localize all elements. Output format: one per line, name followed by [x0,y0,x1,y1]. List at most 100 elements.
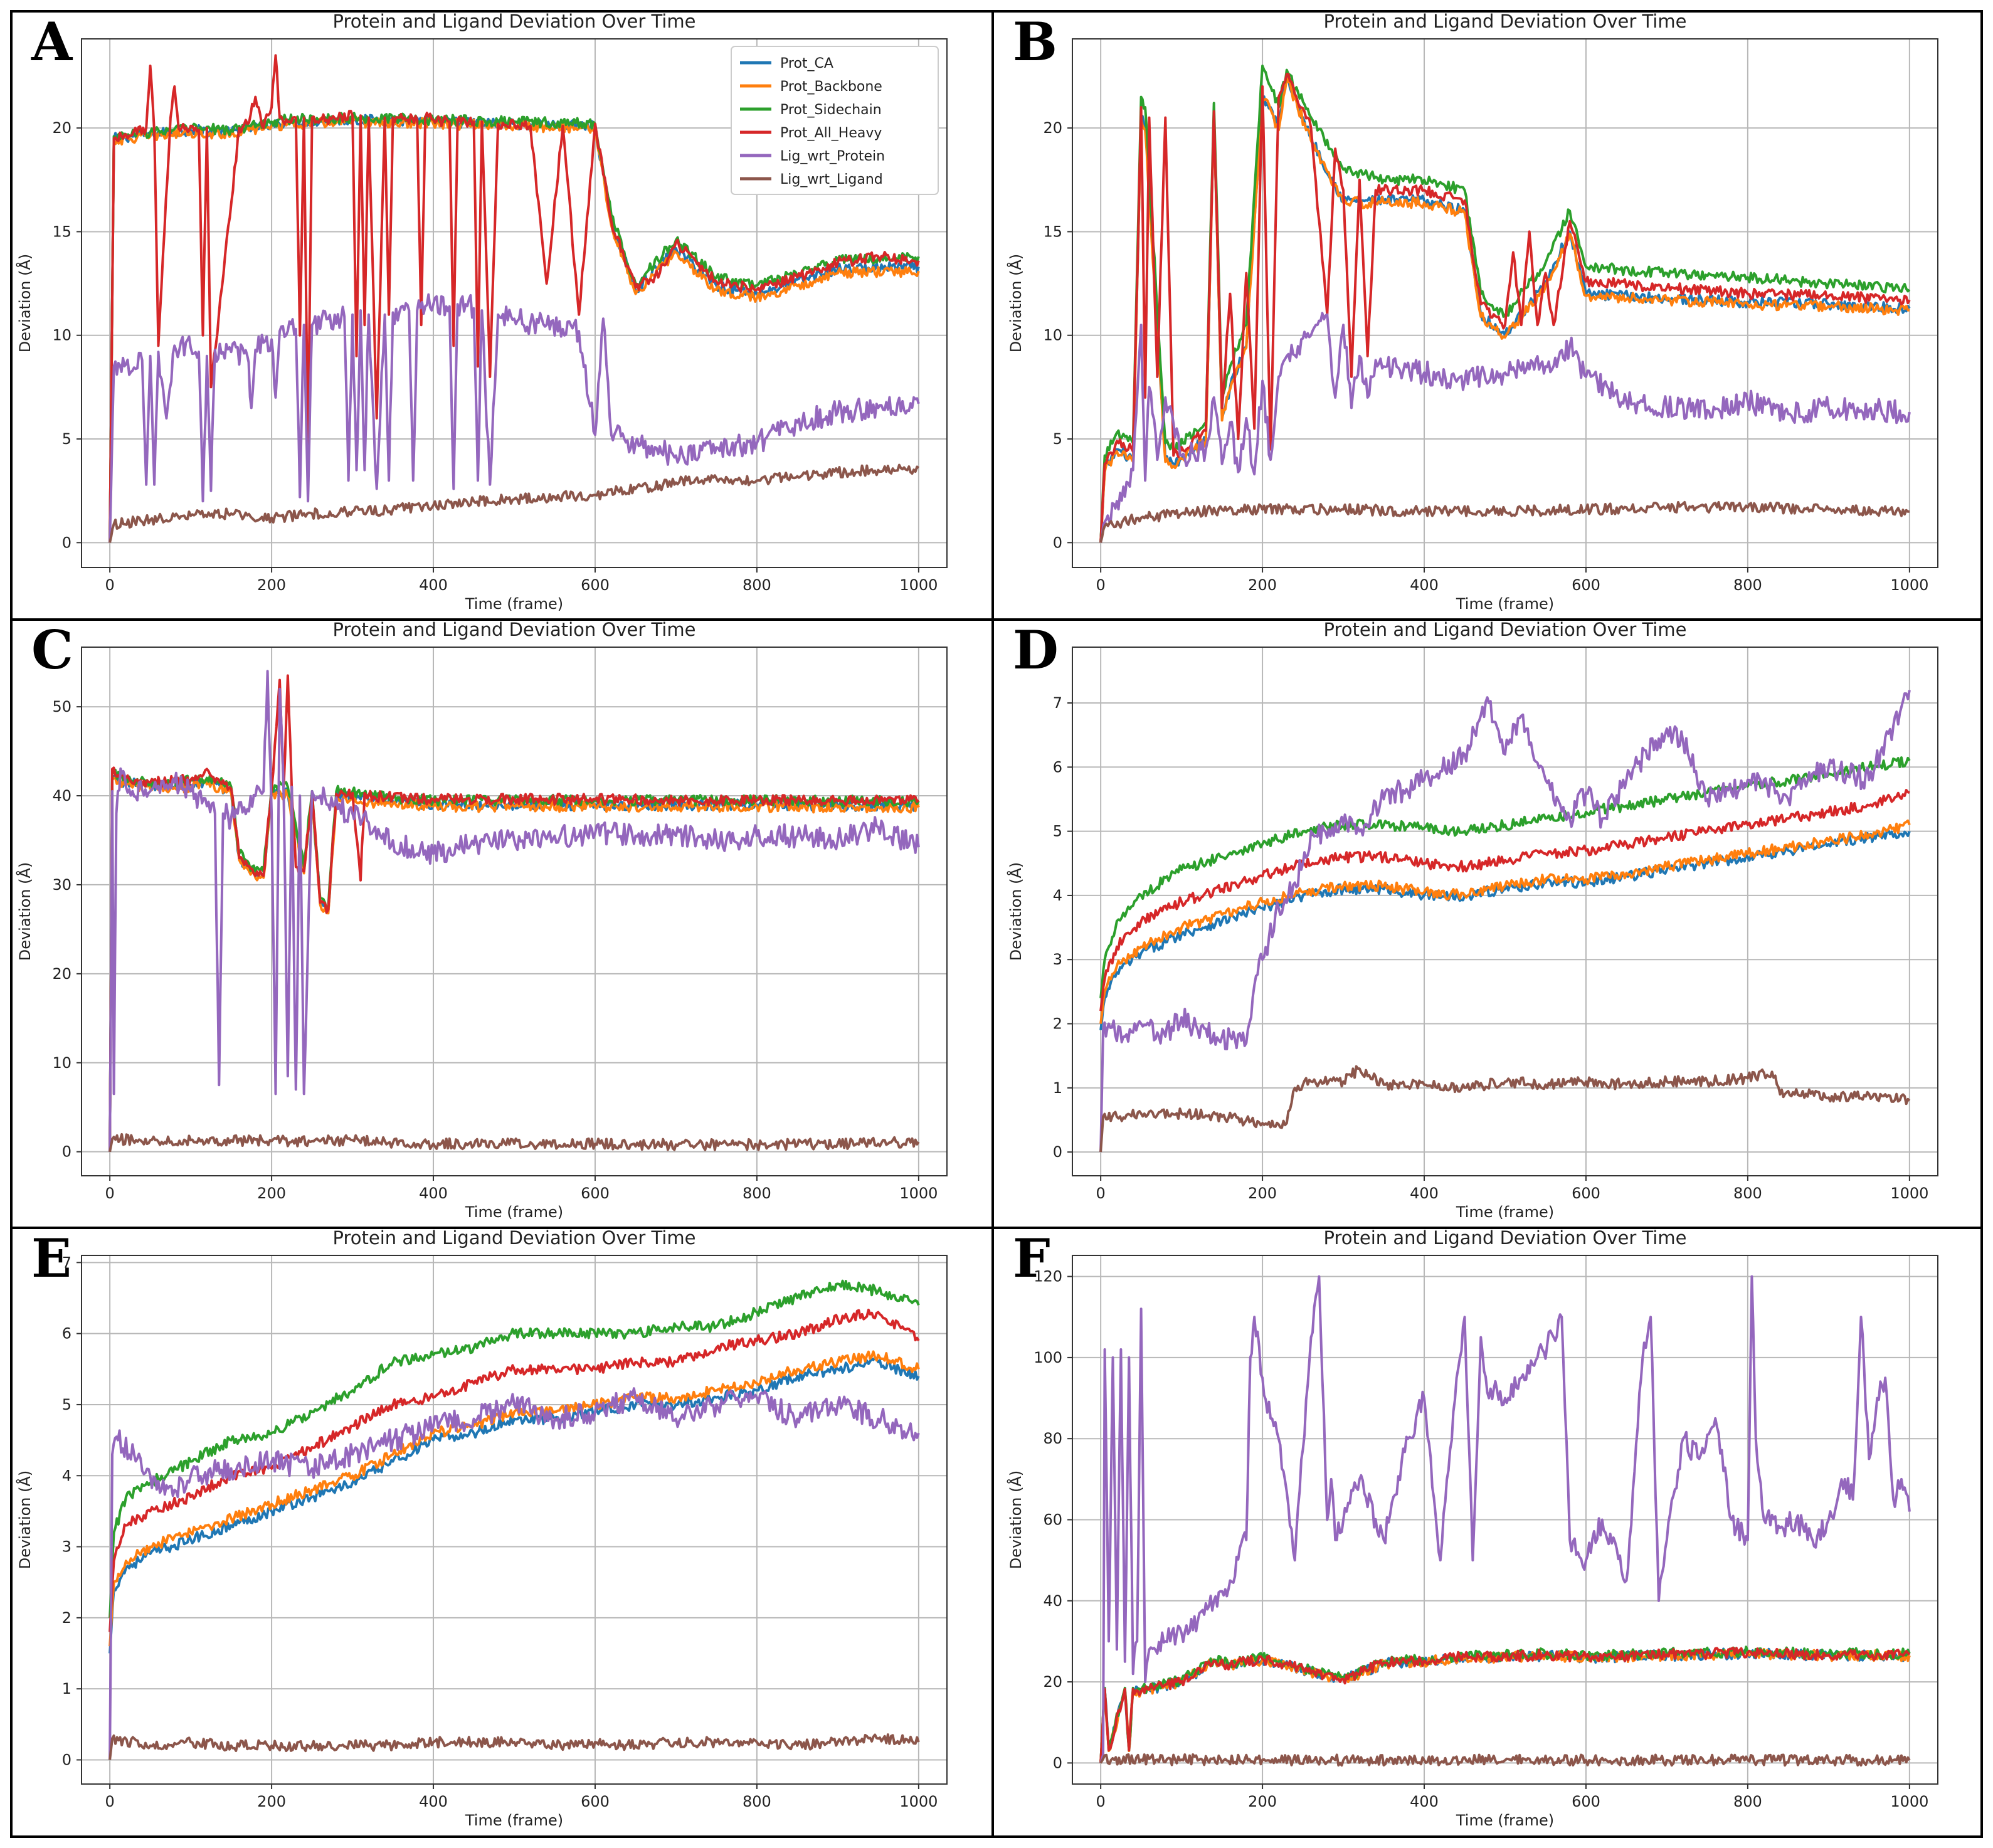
panel-a-series-group [108,54,920,543]
panel-d-ytick-label-7: 7 [1053,694,1062,712]
panel-a-series-lig-wrt-protein [108,293,920,543]
panel-d-ytick-label-3: 3 [1053,951,1062,968]
panel-e-title: Protein and Ligand Deviation Over Time [333,1227,696,1249]
panel-a-title: Protein and Ligand Deviation Over Time [333,11,696,32]
panel-c-xlabel: Time (frame) [465,1203,563,1221]
panel-c-ytick-label-20: 20 [52,965,71,983]
panel-a-legend-label-prot-ca: Prot_CA [780,56,833,71]
panel-f-xtick-label-0: 0 [1096,1793,1105,1810]
panel-d-xtick-label-200: 200 [1248,1185,1277,1202]
panel-e-ytick-label-0: 0 [62,1751,71,1768]
panel-b-ytick-label-15: 15 [1043,223,1062,240]
panel-f-ytick-label-20: 20 [1043,1673,1062,1691]
panel-f-ylabel: Deviation (Å) [1007,1470,1025,1570]
panel-c-xtick-label-400: 400 [419,1185,448,1202]
panel-a-xtick-label-800: 800 [743,576,771,594]
panel-a-xtick-label-200: 200 [257,576,286,594]
panel-e-ytick-label-6: 6 [62,1325,71,1343]
panel-a-legend-box [731,46,939,195]
panel-e-ylabel: Deviation (Å) [16,1470,34,1570]
panel-d-xtick-label-800: 800 [1733,1185,1762,1202]
panel-e-xtick-label-800: 800 [743,1793,771,1810]
panel-b-ylabel: Deviation (Å) [1007,254,1025,353]
panel-c-xtick-label-0: 0 [105,1185,114,1202]
panel-e-series-lig-wrt-protein [108,1387,920,1760]
panel-b-xtick-label-1000: 1000 [1890,576,1928,594]
panel-c-xtick-label-600: 600 [581,1185,610,1202]
panel-a-xtick-label-600: 600 [581,576,610,594]
panel-c-title: Protein and Ligand Deviation Over Time [333,619,696,640]
panel-b-series-lig-wrt-ligand [1099,500,1910,543]
panel-a: A Protein and Ligand Deviation Over Time 0… [10,10,994,621]
panel-a-series-lig-wrt-ligand [108,463,920,543]
panel-b-series-prot-all-heavy [1099,73,1911,543]
panel-e-series-prot-backbone [108,1350,920,1647]
panel-f-xtick-label-800: 800 [1733,1793,1762,1810]
panel-c: C Protein and Ligand Deviation Over Time 0… [10,618,994,1229]
panel-a-xtick-label-400: 400 [419,576,448,594]
panel-d-ytick-label-0: 0 [1053,1143,1062,1161]
panel-c-ytick-label-30: 30 [52,876,71,894]
panel-e-ytick-label-5: 5 [62,1396,71,1413]
panel-b-title: Protein and Ligand Deviation Over Time [1324,11,1687,32]
panel-c-ytick-label-0: 0 [62,1143,71,1161]
panel-d-title: Protein and Ligand Deviation Over Time [1324,619,1687,640]
panel-d-series-group [1099,690,1911,1153]
panel-c-plot-frame [81,647,948,1176]
panel-a-ytick-label-20: 20 [52,119,71,137]
panel-e-xtick-label-1000: 1000 [899,1793,938,1810]
panel-d-letter: D [1013,619,1059,681]
panel-c-series-group [108,670,920,1153]
panels: A Protein and Ligand Deviation Over Time 0… [10,10,1983,1838]
panel-a-legend-label-prot-all-heavy: Prot_All_Heavy [780,125,882,141]
panel-f-xtick-label-400: 400 [1410,1793,1439,1810]
panel-f-xlabel: Time (frame) [1456,1812,1554,1829]
panel-a-ytick-label-10: 10 [52,327,71,344]
panel-b-series-lig-wrt-protein [1099,312,1911,543]
panel-c-letter: C [31,619,73,681]
panel-d-series-prot-backbone [1099,819,1911,1024]
panel-e-ytick-label-4: 4 [62,1467,71,1484]
panel-a-ytick-label-5: 5 [62,430,71,448]
panel-b-ytick-label-5: 5 [1053,430,1062,448]
panel-e-plot-frame [81,1255,948,1785]
panel-e-xtick-label-0: 0 [105,1793,114,1810]
panel-e-letter: E [31,1227,71,1289]
panel-a-xtick-label-1000: 1000 [899,576,938,594]
panel-b: B Protein and Ligand Deviation Over Time 0… [991,10,1983,621]
panel-e-series-group [108,1279,920,1760]
panel-a-legend-label-lig-wrt-protein: Lig_wrt_Protein [780,149,885,164]
panel-c-xtick-label-800: 800 [743,1185,771,1202]
panel-c-ylabel: Deviation (Å) [16,862,34,961]
panel-f-xtick-label-200: 200 [1248,1793,1277,1810]
panel-d-xtick-label-0: 0 [1096,1185,1105,1202]
panel-d-ytick-label-2: 2 [1053,1015,1062,1033]
panel-d-series-prot-all-heavy [1099,789,1910,1011]
panel-c-ytick-label-10: 10 [52,1054,71,1072]
panel-b-xtick-label-200: 200 [1248,576,1277,594]
panel-d-ytick-label-6: 6 [1053,758,1062,776]
panel-f-ytick-label-100: 100 [1034,1349,1062,1366]
panel-f-series-group [1099,1275,1911,1767]
panel-a-ylabel: Deviation (Å) [16,254,34,353]
panel-f-xtick-label-1000: 1000 [1890,1793,1928,1810]
panel-f-plot-frame [1072,1255,1938,1785]
panel-f-letter: F [1013,1227,1050,1289]
panel-b-plot-frame [1072,38,1938,568]
panel-f-ytick-label-80: 80 [1043,1430,1062,1447]
panel-a-letter: A [31,11,73,73]
panel-b-series-prot-backbone [1099,77,1910,543]
panel-b-ytick-label-0: 0 [1053,534,1062,551]
panel-b-ytick-label-10: 10 [1043,327,1062,344]
panel-c-ytick-label-50: 50 [52,698,71,715]
panel-f-ytick-label-60: 60 [1043,1511,1062,1529]
panel-f-series-prot-all-heavy [1099,1646,1911,1763]
panel-e-ytick-label-7: 7 [62,1254,71,1271]
panel-b-series-group [1099,65,1911,543]
panel-d-series-lig-wrt-ligand [1099,1065,1911,1153]
panel-f-border [991,1227,1983,1838]
panel-f: F Protein and Ligand Deviation Over Time 0… [991,1227,1983,1838]
panel-b-letter: B [1013,11,1057,73]
panel-d-xlabel: Time (frame) [1456,1203,1554,1221]
